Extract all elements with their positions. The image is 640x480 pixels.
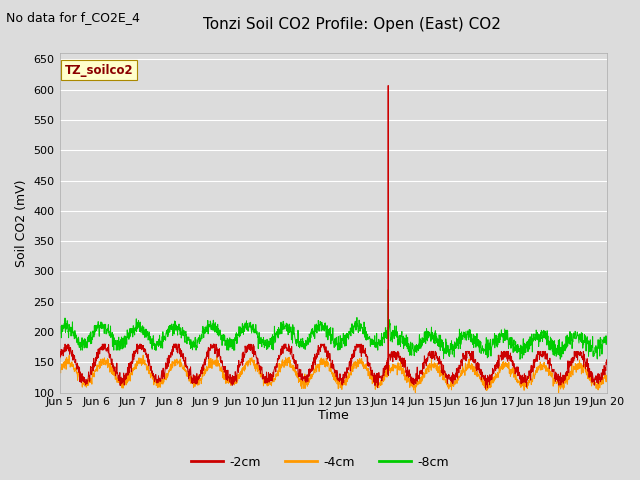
Text: TZ_soilco2: TZ_soilco2: [65, 63, 134, 77]
Text: Tonzi Soil CO2 Profile: Open (East) CO2: Tonzi Soil CO2 Profile: Open (East) CO2: [203, 17, 501, 32]
X-axis label: Time: Time: [318, 409, 349, 422]
Y-axis label: Soil CO2 (mV): Soil CO2 (mV): [15, 179, 28, 267]
Text: No data for f_CO2E_4: No data for f_CO2E_4: [6, 11, 140, 24]
Legend: -2cm, -4cm, -8cm: -2cm, -4cm, -8cm: [186, 451, 454, 474]
